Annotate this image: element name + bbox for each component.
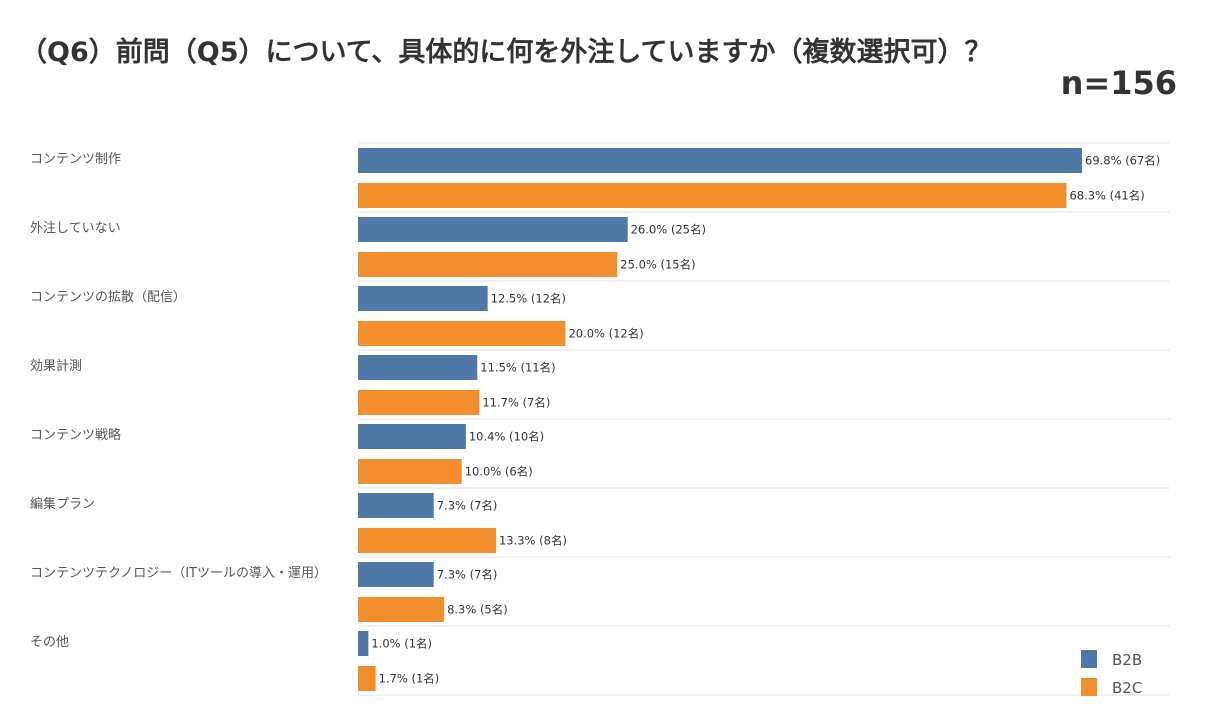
category-label: コンテンツ制作 bbox=[30, 152, 121, 167]
bar-b2c bbox=[358, 252, 618, 277]
data-label: 1.7% (1名) bbox=[379, 672, 440, 686]
data-label: 26.0% (25名) bbox=[631, 223, 706, 237]
bar-b2c bbox=[358, 597, 445, 622]
bar-b2c bbox=[358, 183, 1067, 208]
bar-b2b bbox=[358, 355, 478, 380]
bar-b2b bbox=[358, 631, 369, 656]
bar-b2c bbox=[358, 666, 376, 691]
category-label: その他 bbox=[30, 635, 69, 650]
legend-label: B2C bbox=[1112, 679, 1142, 697]
data-label: 25.0% (15名) bbox=[620, 258, 695, 272]
category-label: コンテンツ戦略 bbox=[30, 427, 121, 443]
legend-swatch-b2b bbox=[1081, 650, 1097, 668]
data-label: 11.7% (7名) bbox=[482, 396, 550, 410]
category-label: 外注していない bbox=[30, 221, 121, 236]
bar-b2b bbox=[358, 286, 488, 311]
data-label: 10.4% (10名) bbox=[469, 430, 544, 444]
bar-b2b bbox=[358, 424, 466, 449]
category-label: 編集プラン bbox=[30, 496, 95, 512]
data-label: 11.5% (11名) bbox=[480, 361, 555, 375]
bar-b2b bbox=[358, 148, 1082, 173]
data-label: 7.3% (7名) bbox=[437, 568, 498, 582]
bar-b2c bbox=[358, 528, 496, 553]
data-label: 1.0% (1名) bbox=[371, 637, 432, 651]
category-label: コンテンツの拡散（配信） bbox=[30, 290, 186, 305]
bar-b2b bbox=[358, 493, 434, 518]
data-label: 7.3% (7名) bbox=[437, 499, 498, 513]
data-label: 20.0% (12名) bbox=[568, 327, 643, 341]
chart-title: （Q6）前問（Q5）について、具体的に何を外注していますか（複数選択可）？ bbox=[20, 37, 992, 68]
data-label: 12.5% (12名) bbox=[491, 292, 566, 306]
bar-b2c bbox=[358, 321, 566, 346]
data-label: 13.3% (8名) bbox=[499, 534, 567, 548]
data-label: 69.8% (67名) bbox=[1085, 154, 1160, 168]
category-label: 効果計測 bbox=[30, 358, 82, 374]
legend-swatch-b2c bbox=[1081, 678, 1097, 696]
sample-size-label: n=156 bbox=[1060, 64, 1177, 102]
category-label: コンテンツテクノロジー（ITツールの導入・運用） bbox=[30, 566, 327, 581]
data-label: 8.3% (5名) bbox=[447, 603, 508, 617]
bar-b2c bbox=[358, 459, 462, 484]
data-label: 10.0% (6名) bbox=[465, 465, 533, 479]
bar-b2b bbox=[358, 217, 628, 242]
bar-b2c bbox=[358, 390, 480, 415]
bar-b2b bbox=[358, 562, 434, 587]
legend-label: B2B bbox=[1112, 651, 1142, 669]
data-label: 68.3% (41名) bbox=[1069, 189, 1144, 203]
